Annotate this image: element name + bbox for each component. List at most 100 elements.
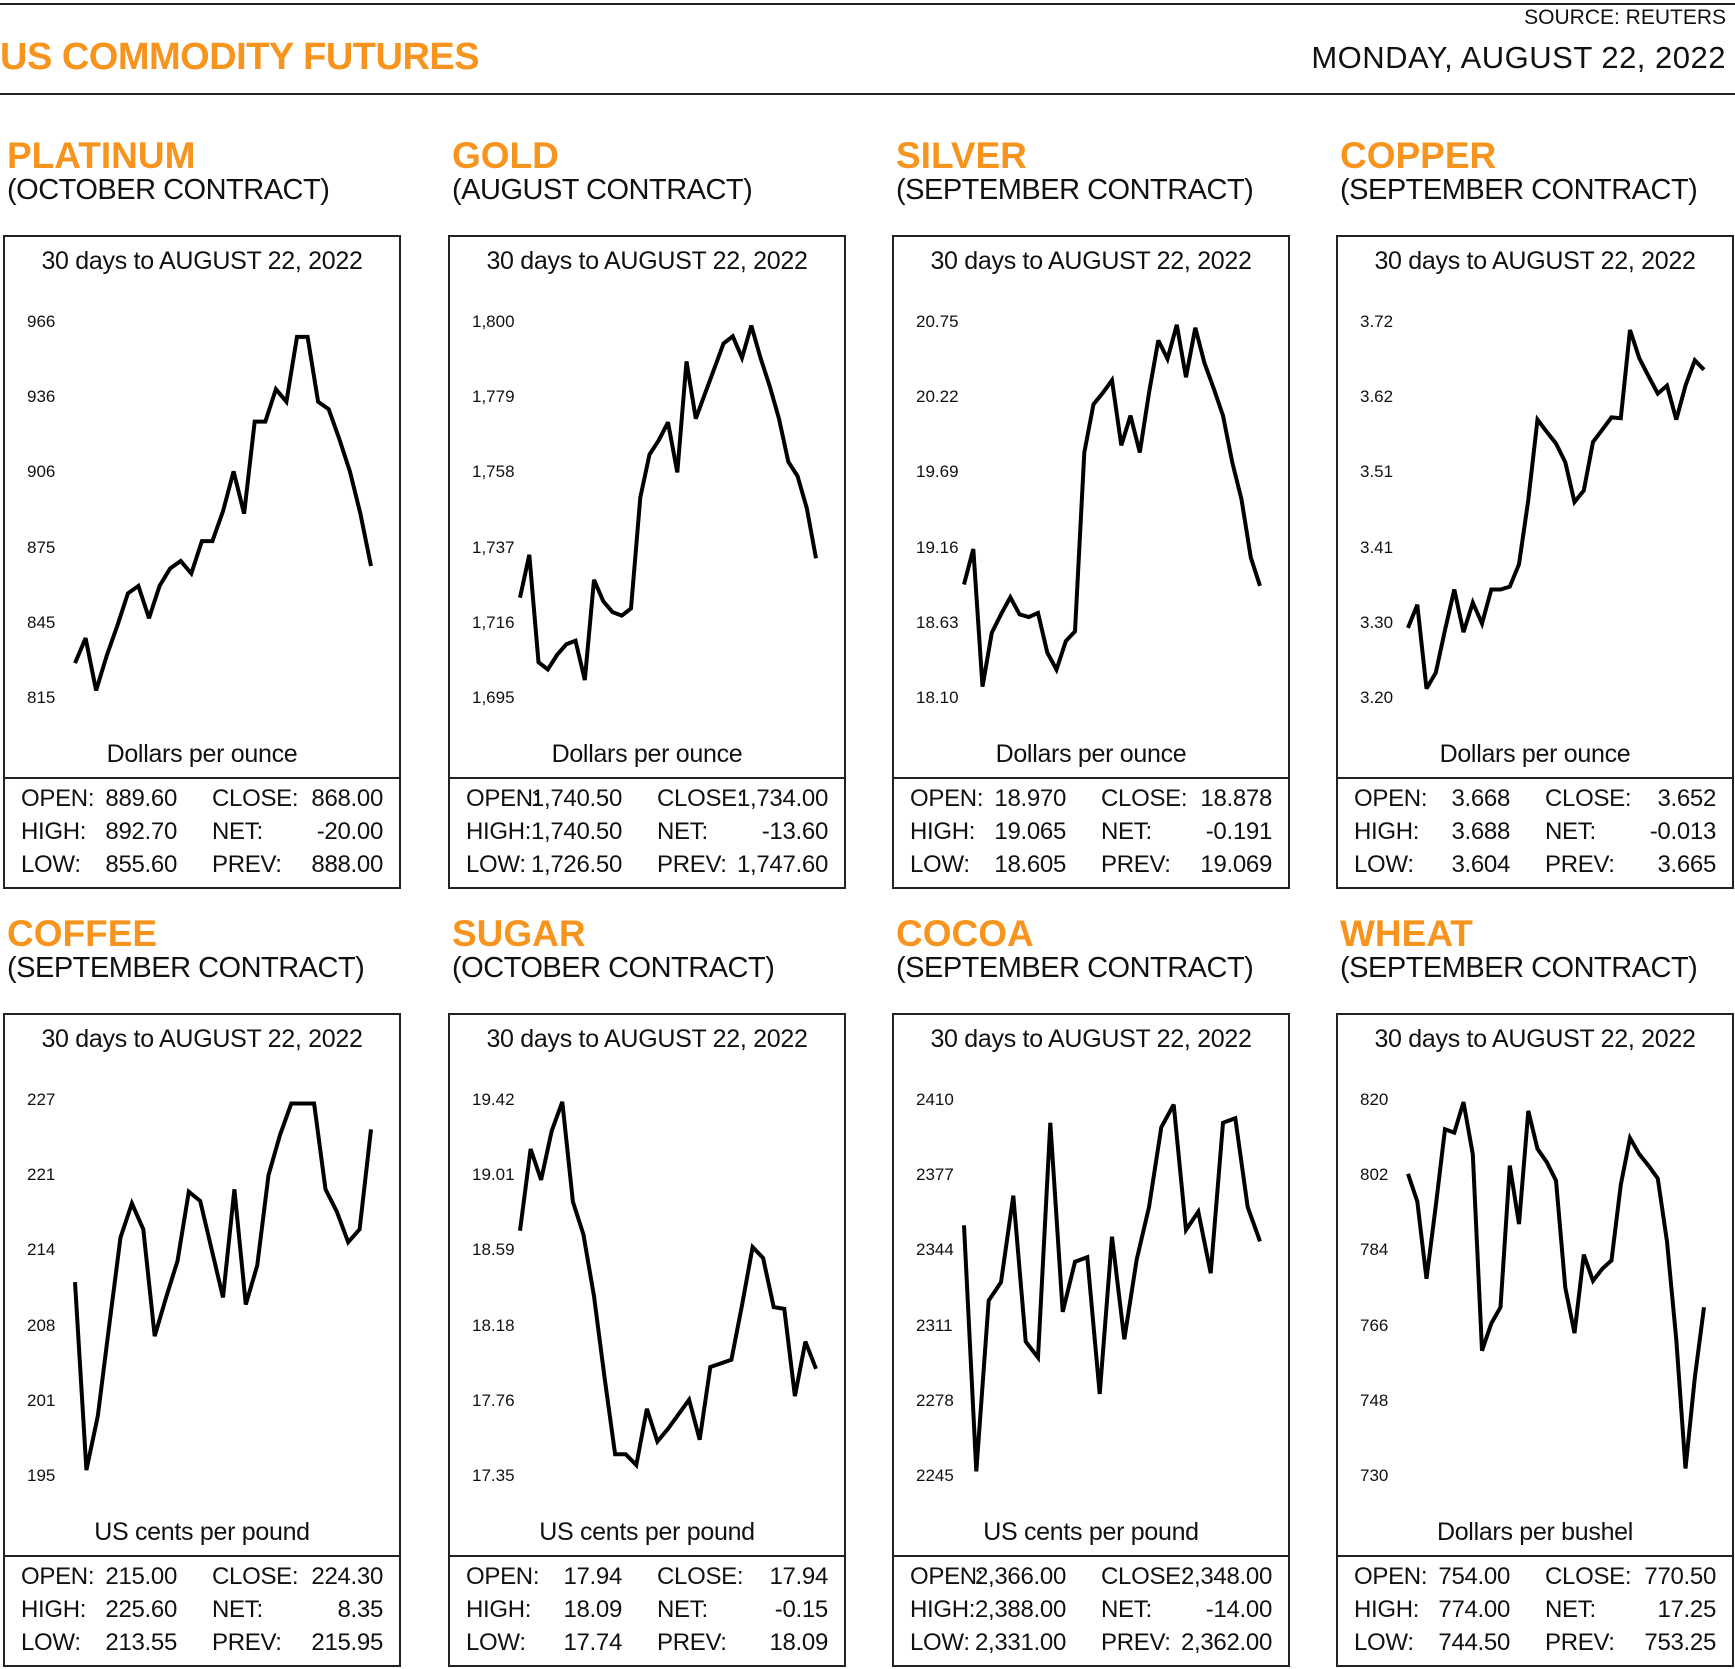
stats-row: LOW: 744.50 PREV: 753.25 [1338,1627,1732,1660]
y-tick-label: 201 [27,1390,56,1410]
chart-title: 30 days to AUGUST 22, 2022 [41,1025,363,1053]
y-tick-label: 214 [27,1240,56,1260]
stats-row: HIGH: 1,740.50 NET: -13.60 [450,816,844,849]
stat-label: NET: [1545,818,1596,845]
y-tick-label: 1,779 [472,387,515,407]
stat-label: OPEN: [910,1563,984,1590]
stat-label: NET: [1545,1596,1596,1623]
commodity-name: PLATINUM [7,135,196,176]
stat-label: LOW: [466,851,526,878]
stat-label: HIGH: [21,1596,87,1623]
y-tick-label: 227 [27,1090,56,1109]
y-tick-label: 2278 [916,1390,954,1410]
stats-row: OPEN: 2,366.00 CLOSE: 2,348.00 [894,1561,1288,1594]
y-tick-label: 3.20 [1360,688,1394,707]
stat-label: LOW: [21,1629,81,1656]
y-tick-label: 3.30 [1360,612,1394,632]
stat-value: 1,747.60 [736,851,828,878]
chart-box: 30 days to AUGUST 22, 2022 20.75 20.22 19.6… [892,235,1290,889]
y-tick-label: 1,716 [472,612,515,632]
stat-value: 17.25 [1657,1596,1716,1623]
chart-box: 30 days to AUGUST 22, 2022 227 221 214 208 20… [3,1013,401,1667]
commodity-name: COPPER [1340,135,1497,176]
stat-value: 8.35 [337,1596,383,1623]
stat-value: 1,740.50 [530,818,622,845]
stat-label: CLOSE: [657,785,744,812]
stats-row: HIGH: 19.065 NET: -0.191 [894,816,1288,849]
stat-label: PREV: [212,1629,282,1656]
stat-value: 774.00 [1438,1596,1510,1623]
stats-row: LOW: 855.60 PREV: 888.00 [5,849,399,882]
y-tick-label: 18.10 [916,688,959,707]
stat-value: 868.00 [311,785,383,812]
stats-divider [1338,777,1732,779]
price-chart [1406,329,1706,690]
stat-label: OPEN: [466,785,540,812]
stats-row: LOW: 17.74 PREV: 18.09 [450,1627,844,1660]
chart-title: 30 days to AUGUST 22, 2022 [1374,247,1696,275]
y-tick-label: 845 [27,612,56,632]
stats-table: OPEN: 215.00 CLOSE: 224.30 HIGH: 225.60 … [5,1561,399,1660]
price-line [73,1101,373,1471]
commodity-name: WHEAT [1340,913,1473,954]
y-tick-label: 906 [27,462,56,482]
stats-row: HIGH: 18.09 NET: -0.15 [450,1594,844,1627]
stat-label: LOW: [1354,851,1414,878]
y-tick-label: 936 [27,387,56,407]
chart-title: 30 days to AUGUST 22, 2022 [41,247,363,275]
unit-label: US cents per pound [94,1518,310,1546]
stat-value: 3.688 [1451,818,1510,845]
stat-value: 2,366.00 [974,1563,1066,1590]
y-tick-label: 766 [1360,1315,1389,1335]
stats-row: HIGH: 225.60 NET: 8.35 [5,1594,399,1627]
stats-row: HIGH: 2,388.00 NET: -14.00 [894,1594,1288,1627]
stat-label: LOW: [1354,1629,1414,1656]
chart-title: 30 days to AUGUST 22, 2022 [930,1025,1252,1053]
stat-value: -0.191 [1205,818,1273,845]
stats-table: OPEN: 1,740.50 CLOSE: 1,734.00 HIGH: 1,7… [450,783,844,882]
y-tick-label: 19.42 [472,1090,515,1109]
top-rule [0,3,1735,5]
contract-label: (SEPTEMBER CONTRACT) [1340,952,1698,984]
stats-table: OPEN: 2,366.00 CLOSE: 2,348.00 HIGH: 2,3… [894,1561,1288,1660]
stat-label: HIGH: [466,1596,532,1623]
y-tick-label: 748 [1360,1390,1389,1410]
stat-value: 19.069 [1200,851,1272,878]
y-tick-label: 875 [27,537,56,557]
stat-value: 1,734.00 [736,785,828,812]
y-tick-label: 3.51 [1360,462,1394,482]
stat-label: PREV: [657,851,727,878]
stat-value: 2,348.00 [1180,1563,1272,1590]
y-tick-label: 3.72 [1360,312,1394,331]
y-tick-label: 2245 [916,1466,954,1485]
stats-row: OPEN: 215.00 CLOSE: 224.30 [5,1561,399,1594]
stat-label: HIGH: [1354,1596,1420,1623]
stat-label: HIGH: [910,818,976,845]
unit-label: Dollars per ounce [551,740,743,768]
stat-label: HIGH: [910,1596,976,1623]
stat-value: 215.00 [105,1563,177,1590]
price-line [1406,329,1706,690]
unit-label: Dollars per ounce [995,740,1187,768]
stat-label: NET: [212,818,263,845]
price-line [73,334,373,692]
unit-label: Dollars per ounce [106,740,298,768]
y-tick-label: 3.62 [1360,387,1394,407]
stat-label: CLOSE: [212,785,299,812]
contract-label: (SEPTEMBER CONTRACT) [896,174,1254,206]
stat-value: 754.00 [1438,1563,1510,1590]
y-tick-label: 19.01 [472,1165,515,1185]
stat-label: NET: [657,818,708,845]
y-tick-label: 208 [27,1315,56,1335]
stat-label: PREV: [1101,1629,1171,1656]
stat-label: CLOSE: [1545,1563,1632,1590]
y-tick-label: 2410 [916,1090,954,1109]
stats-divider [5,1555,399,1557]
contract-label: (SEPTEMBER CONTRACT) [7,952,365,984]
stat-label: PREV: [1101,851,1171,878]
stat-label: CLOSE: [1101,1563,1188,1590]
price-line [518,1101,818,1470]
unit-label: Dollars per ounce [1439,740,1631,768]
contract-label: (SEPTEMBER CONTRACT) [896,952,1254,984]
unit-label: US cents per pound [539,1518,755,1546]
